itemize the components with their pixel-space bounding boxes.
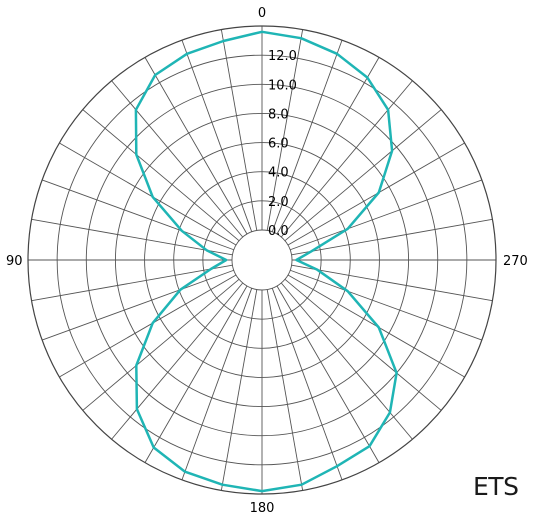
spoke-line [59,274,237,378]
radial-tick-label: 10.0 [268,78,297,93]
spoke-line [290,269,483,341]
polar-grid [27,25,497,495]
grid-ring [202,200,322,320]
polar-data [134,30,398,493]
spoke-line [41,269,234,341]
grid-ring [56,54,468,466]
spoke-line [291,264,493,302]
grid-ring [114,112,410,408]
ets-watermark-text: ETS [473,472,519,501]
spoke-line [266,29,304,231]
spoke-line [276,285,380,463]
series-line [134,30,398,493]
spoke-line [181,288,253,481]
spoke-line [111,80,244,238]
polar-labels: 0.0 2.0 4.0 6.0 8.0 10.0 12.0 0 90 180 270 [6,6,528,516]
spoke-line [82,109,240,242]
spoke-line [220,289,258,491]
spoke-line [31,264,233,302]
grid-ring [231,229,293,291]
spoke-line [276,57,380,235]
grid-ring [173,171,351,349]
grid-ring [144,142,380,378]
spoke-line [290,179,483,251]
angle-label-0: 0 [258,6,266,21]
spoke-line [31,218,233,256]
spoke-line [144,57,248,235]
spoke-line [271,39,343,232]
spoke-line [220,29,258,231]
angle-label-90: 90 [6,254,23,269]
radial-tick-label: 4.0 [268,166,289,181]
spoke-line [111,282,244,440]
outer-ring [27,25,497,495]
radial-tick-label: 8.0 [268,107,289,122]
spoke-line [271,288,343,481]
radial-tick-label: 2.0 [268,195,289,210]
spoke-line [59,142,237,246]
grid-ring [85,83,439,437]
spoke-line [280,80,413,238]
spoke-line [82,278,240,411]
angle-label-180: 180 [250,501,275,516]
spoke-line [41,179,234,251]
spoke-line [266,289,304,491]
radial-tick-label: 12.0 [268,49,297,64]
spoke-line [144,285,248,463]
spoke-line [291,218,493,256]
spoke-line [284,109,442,242]
spoke-line [181,39,253,232]
spoke-line [284,278,442,411]
angle-label-270: 270 [503,254,528,269]
radial-tick-label: 0.0 [268,224,289,239]
radial-tick-label: 6.0 [268,137,289,152]
